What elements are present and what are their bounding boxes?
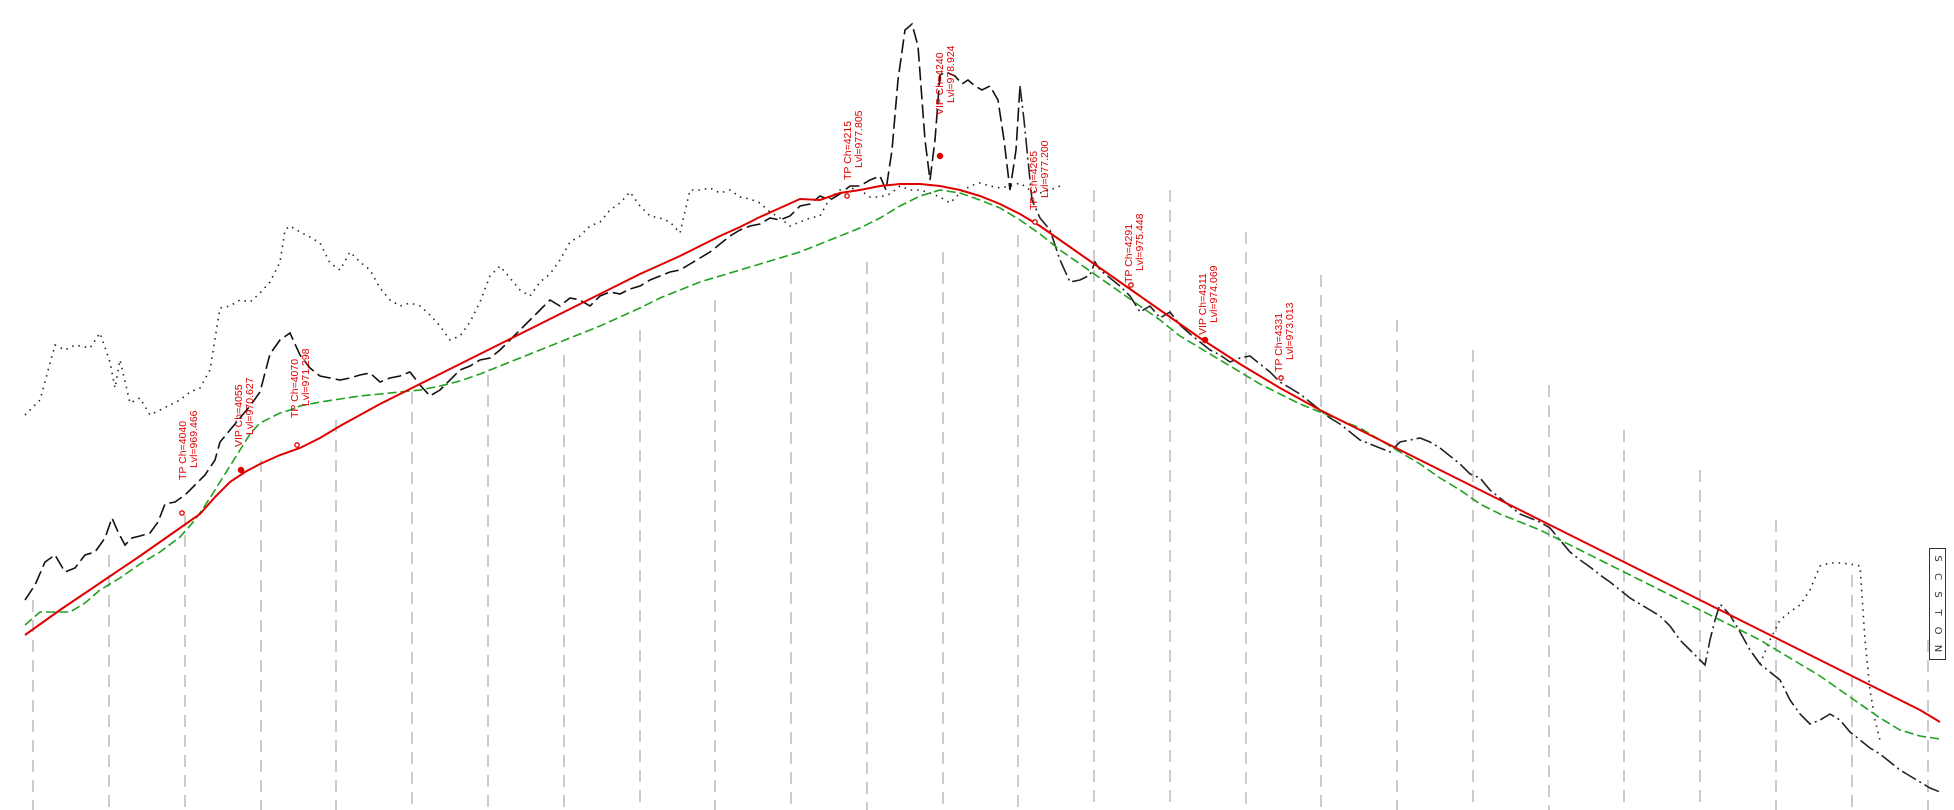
ip-label: TP Ch=4040 Lvl=969.466 bbox=[177, 410, 200, 480]
edge-box-char: O bbox=[1932, 626, 1943, 635]
ip-label-level: Lvl=978.924 bbox=[945, 45, 957, 103]
ip-label-level: Lvl=975.448 bbox=[1134, 213, 1146, 271]
ip-marker bbox=[179, 510, 185, 516]
ip-label-level: Lvl=974.069 bbox=[1208, 265, 1220, 323]
ip-marker bbox=[936, 152, 944, 160]
ip-label: TP Ch=4331 Lvl=973.013 bbox=[1273, 302, 1296, 372]
ip-label-level: Lvl=969.466 bbox=[188, 410, 200, 468]
ip-label-chainage: TP Ch=4265 bbox=[1028, 151, 1040, 210]
ip-label: VIP Ch=4055 Lvl=970.627 bbox=[233, 377, 256, 447]
ip-label-level: Lvl=977.200 bbox=[1039, 140, 1051, 198]
edge-box-char: C bbox=[1932, 573, 1943, 580]
ip-label-chainage: TP Ch=4040 bbox=[177, 421, 189, 480]
ip-label: VIP Ch=4311 Lvl=974.069 bbox=[1197, 265, 1220, 335]
ip-label-chainage: TP Ch=4070 bbox=[289, 359, 301, 418]
ground-dotted-line bbox=[24, 182, 1061, 417]
edge-box-char: T bbox=[1932, 609, 1943, 616]
ip-label-level: Lvl=977.805 bbox=[853, 110, 865, 168]
edge-box-char: S bbox=[1932, 555, 1943, 562]
ip-marker bbox=[1128, 282, 1134, 288]
ip-marker bbox=[1278, 375, 1284, 381]
ip-label-chainage: TP Ch=4215 bbox=[842, 121, 854, 180]
design-offset-line bbox=[24, 189, 1941, 740]
ip-label: TP Ch=4215 Lvl=977.805 bbox=[842, 110, 865, 180]
ip-label-level: Lvl=970.627 bbox=[244, 377, 256, 435]
design-vertical-alignment bbox=[24, 183, 1941, 723]
ip-label-chainage: VIP Ch=4240 bbox=[934, 52, 946, 115]
edge-box-char: N bbox=[1932, 644, 1943, 653]
ground-dashed-line bbox=[24, 22, 1021, 601]
ip-label-chainage: VIP Ch=4055 bbox=[233, 384, 245, 447]
ip-label-level: Lvl=973.013 bbox=[1284, 302, 1296, 360]
ip-label: VIP Ch=4240 Lvl=978.924 bbox=[934, 45, 957, 115]
ip-marker bbox=[844, 193, 850, 199]
ip-label-chainage: TP Ch=4291 bbox=[1123, 224, 1135, 283]
ip-label-chainage: TP Ch=4331 bbox=[1273, 313, 1285, 372]
ip-marker bbox=[1201, 336, 1209, 344]
ip-markers bbox=[179, 152, 1284, 516]
ground-dotted-line-right bbox=[1759, 562, 1881, 741]
ip-label: TP Ch=4291 Lvl=975.448 bbox=[1123, 213, 1146, 283]
ip-marker bbox=[1032, 219, 1038, 225]
ip-label: TP Ch=4265 Lvl=977.200 bbox=[1028, 140, 1051, 210]
ip-labels: TP Ch=4040 Lvl=969.466 VIP Ch=4055 Lvl=970.… bbox=[177, 45, 1296, 480]
ip-marker bbox=[237, 466, 245, 474]
ip-label-chainage: VIP Ch=4311 bbox=[1197, 273, 1209, 335]
ip-marker bbox=[294, 442, 300, 448]
ip-label-level: Lvl=971.298 bbox=[300, 348, 312, 406]
chainage-gridlines bbox=[32, 190, 1929, 810]
edge-box-char: S bbox=[1932, 591, 1943, 598]
ip-label: TP Ch=4070 Lvl=971.298 bbox=[289, 348, 312, 418]
ground-dashdot-line bbox=[1019, 85, 1941, 793]
